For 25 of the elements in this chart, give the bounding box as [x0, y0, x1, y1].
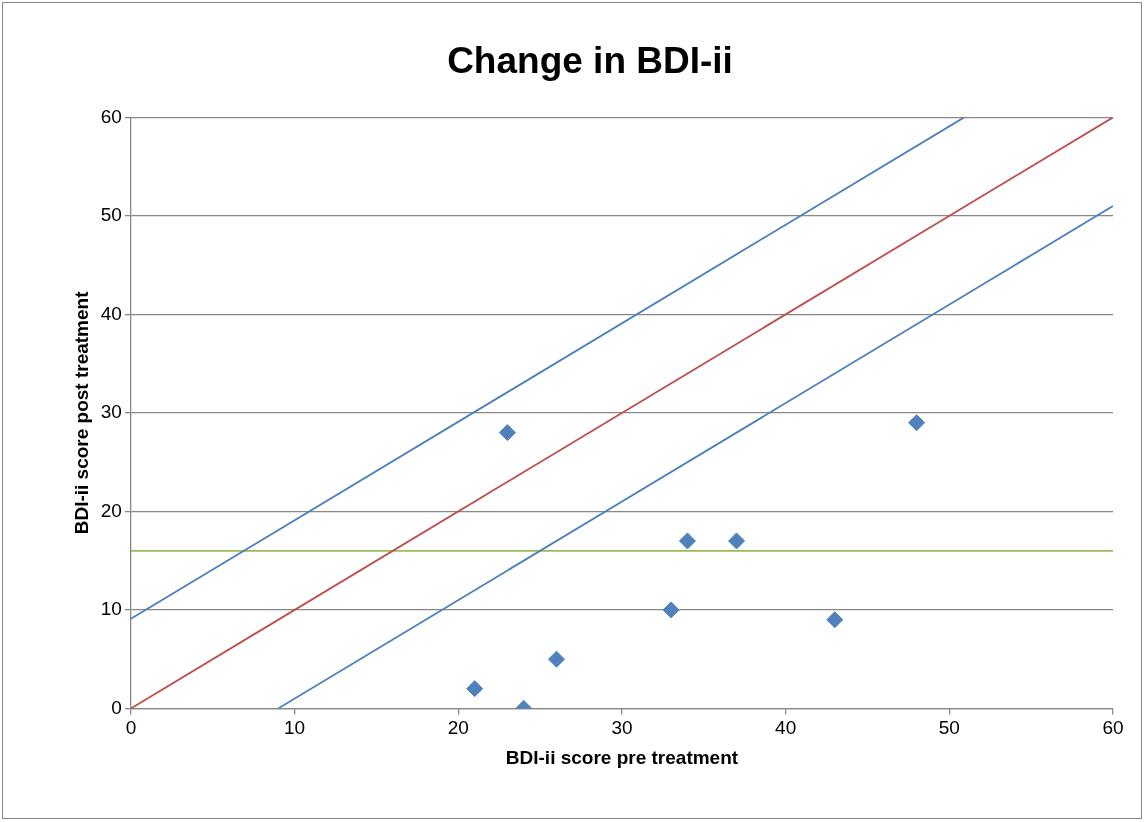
point	[678, 532, 696, 550]
y-tick-label: 60	[100, 105, 122, 127]
y-tick-label: 50	[100, 204, 122, 226]
point	[826, 611, 844, 629]
x-tick-label: 0	[125, 717, 137, 739]
x-tick-label: 60	[1102, 717, 1124, 739]
x-tick-label: 30	[611, 717, 633, 739]
point	[728, 532, 746, 550]
x-tick-label: 50	[938, 717, 960, 739]
x-tick-label: 10	[284, 717, 306, 739]
y-tick-label: 30	[100, 401, 122, 423]
x-axis-title: BDI-ii score pre treatment	[505, 746, 739, 768]
point	[908, 414, 926, 432]
point	[548, 650, 565, 668]
y-tick-label: 10	[100, 598, 122, 620]
x-tick-label: 20	[447, 717, 469, 739]
y-tick-label: 20	[100, 499, 122, 521]
y-axis-title: BDI-ii score post treatment	[70, 290, 92, 535]
x-tick-label: 40	[775, 717, 797, 739]
y-tick-label: 0	[111, 696, 122, 718]
point	[466, 680, 484, 698]
point	[662, 601, 680, 619]
point	[498, 424, 516, 442]
y-tick-label: 40	[100, 302, 122, 324]
chart-title: Change in BDI-ii	[447, 40, 733, 82]
